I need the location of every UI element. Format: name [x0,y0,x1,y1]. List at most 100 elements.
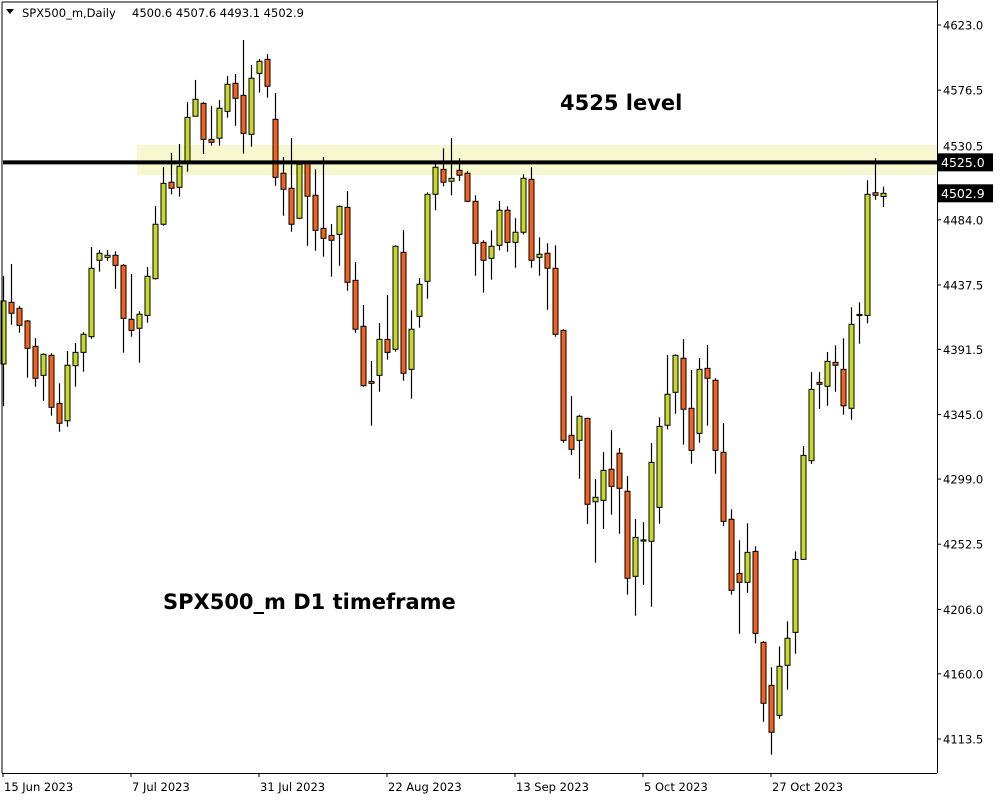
candle[interactable] [256,59,263,93]
candle[interactable] [16,305,23,333]
candle[interactable] [512,218,519,268]
candle[interactable] [224,76,231,118]
candle[interactable] [56,383,63,432]
candle[interactable] [0,275,7,407]
candle[interactable] [40,353,47,401]
candle[interactable] [336,205,343,266]
candle[interactable] [632,518,639,616]
candle[interactable] [544,243,551,310]
candle[interactable] [376,322,383,392]
candle[interactable] [464,171,471,203]
candle[interactable] [608,430,615,515]
candle[interactable] [792,551,799,654]
candle[interactable] [400,230,407,381]
candle[interactable] [32,338,39,387]
candle[interactable] [488,230,495,280]
candle[interactable] [104,250,111,261]
candle[interactable] [136,311,143,363]
candle[interactable] [872,158,879,200]
candle[interactable] [880,186,887,208]
time-axis[interactable]: 15 Jun 2023 7 Jul 2023 31 Jul 2023 22 Aug 2… [2,773,843,794]
candle[interactable] [752,546,759,644]
candle[interactable] [288,137,295,232]
candle[interactable] [96,250,103,272]
candle[interactable] [680,339,687,445]
candle[interactable] [624,475,631,595]
candle[interactable] [576,415,583,479]
price-axis[interactable]: 4623.0 4576.5 4530.5 4484.0 4437.5 4391.5 4345… [937,19,983,747]
candle[interactable] [768,667,775,755]
candle[interactable] [496,201,503,251]
candle[interactable] [24,319,31,378]
candle[interactable] [584,417,591,525]
candle[interactable] [264,54,271,98]
candle[interactable] [776,646,783,719]
candle[interactable] [352,261,359,333]
candle[interactable] [144,267,151,323]
candle[interactable] [736,540,743,634]
candle[interactable] [448,137,455,196]
candle[interactable] [312,169,319,251]
candle[interactable] [744,523,751,593]
candle[interactable] [728,509,735,595]
candle[interactable] [232,74,239,126]
candle[interactable] [160,166,167,226]
candle[interactable] [152,206,159,280]
candle[interactable] [360,304,367,387]
candle[interactable] [568,395,575,455]
triangle-down-icon[interactable] [6,9,14,14]
candle[interactable] [472,195,479,276]
candle[interactable] [824,351,831,406]
candle[interactable] [328,223,335,277]
candle[interactable] [832,345,839,392]
candle[interactable] [128,274,135,337]
candle[interactable] [616,447,623,534]
candle[interactable] [696,357,703,443]
candle[interactable] [720,423,727,527]
candle[interactable] [272,92,279,186]
candle[interactable] [592,479,599,563]
candle[interactable] [248,64,255,147]
candle[interactable] [296,163,303,220]
candle[interactable] [8,263,15,325]
candle[interactable] [704,344,711,426]
candle[interactable] [528,167,535,268]
candle[interactable] [600,452,607,529]
candle[interactable] [344,191,351,291]
candle[interactable] [520,174,527,235]
candle[interactable] [408,310,415,399]
candle[interactable] [80,332,87,372]
candle[interactable] [392,245,399,352]
candle[interactable] [840,338,847,415]
candle[interactable] [552,245,559,337]
candle[interactable] [416,277,423,328]
candle[interactable] [800,445,807,561]
candle[interactable] [784,621,791,690]
candle[interactable] [656,417,663,524]
candle[interactable] [760,641,767,722]
candle[interactable] [640,522,647,585]
candle[interactable] [192,79,199,117]
candle[interactable] [200,101,207,154]
candle[interactable] [48,353,55,416]
candle[interactable] [384,295,391,360]
candle[interactable] [208,106,215,146]
candle[interactable] [168,152,175,195]
candle[interactable] [856,302,863,344]
candle[interactable] [64,350,71,427]
candle[interactable] [88,246,95,339]
candle[interactable] [72,342,79,387]
candle[interactable] [216,99,223,146]
candle[interactable] [864,180,871,324]
candle[interactable] [440,148,447,187]
candle[interactable] [560,329,567,443]
candle[interactable] [848,307,855,420]
candle[interactable] [536,237,543,276]
candle[interactable] [240,39,247,154]
candle[interactable] [480,240,487,293]
candle[interactable] [120,263,127,353]
candle[interactable] [432,162,439,211]
candle[interactable] [368,361,375,426]
candle[interactable] [648,443,655,607]
